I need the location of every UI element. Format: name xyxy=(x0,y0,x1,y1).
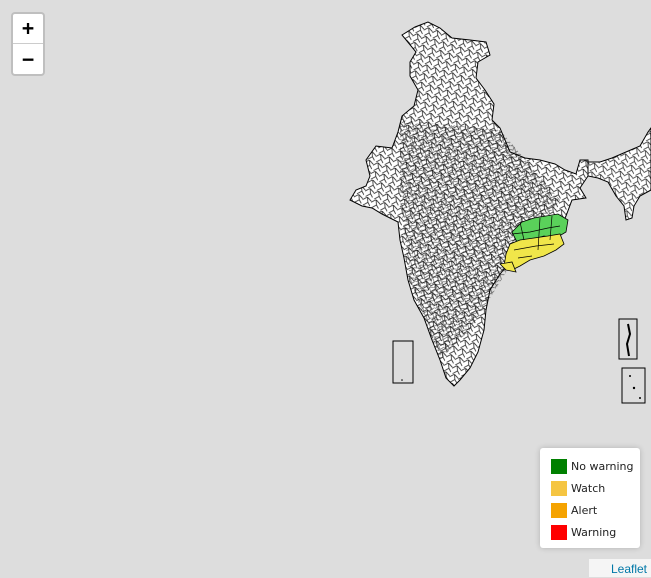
legend-label: Alert xyxy=(571,503,598,517)
zoom-control: + − xyxy=(11,12,45,76)
nicobar-inset xyxy=(621,367,646,404)
legend-item-warning: Warning xyxy=(551,521,640,543)
lakshadweep-inset xyxy=(392,340,414,384)
legend-swatch-warning xyxy=(551,524,567,540)
legend-swatch-no-warning xyxy=(551,458,567,474)
andaman-inset xyxy=(618,318,638,360)
legend-swatch-alert xyxy=(551,502,567,518)
attribution: Leaflet xyxy=(589,559,651,577)
zoom-out-button[interactable]: − xyxy=(21,47,35,71)
legend-label: Watch xyxy=(571,481,606,495)
legend: No warning Watch Alert Warning xyxy=(540,448,640,548)
legend-swatch-watch xyxy=(551,480,567,496)
legend-item-no-warning: No warning xyxy=(551,455,640,477)
legend-label: No warning xyxy=(571,459,634,473)
leaflet-link[interactable]: Leaflet xyxy=(610,562,647,576)
legend-item-watch: Watch xyxy=(551,477,640,499)
zoom-in-button[interactable]: + xyxy=(13,14,43,44)
legend-item-alert: Alert xyxy=(551,499,640,521)
legend-label: Warning xyxy=(571,525,617,539)
